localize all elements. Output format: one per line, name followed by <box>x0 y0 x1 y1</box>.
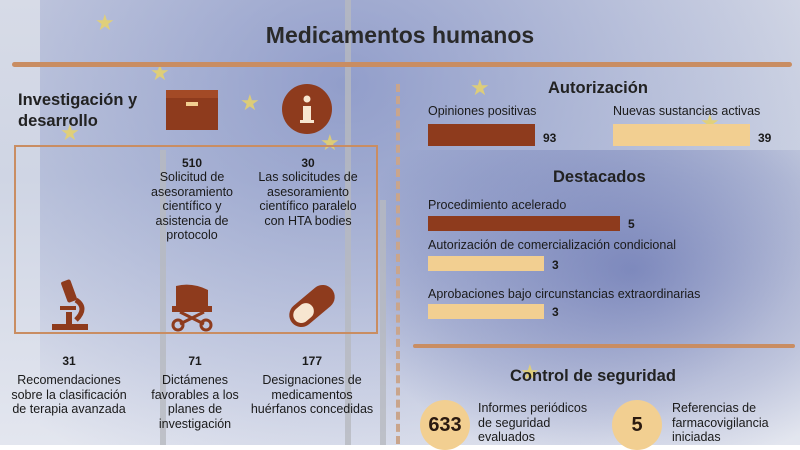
highlight-value: 3 <box>552 305 559 319</box>
positive-opinions-value: 93 <box>543 131 557 145</box>
referrals-count-circle: 5 <box>612 400 662 450</box>
highlight-label: Procedimiento acelerado <box>428 198 567 212</box>
stroller-icon <box>168 280 216 337</box>
highlight-bar <box>428 216 620 231</box>
stat-text: Designaciones de medicamentos huérfanos … <box>250 373 374 416</box>
highlights-heading: Destacados <box>553 168 646 186</box>
pill-icon <box>282 278 342 339</box>
stat-text: Recomendaciones sobre la clasificación d… <box>11 373 127 416</box>
stat-value: 71 <box>188 354 202 368</box>
highlight-bar <box>428 304 544 319</box>
stat-value: 510 <box>181 156 203 170</box>
new-substances-label: Nuevas sustancias activas <box>613 104 761 118</box>
microscope-icon <box>50 278 90 337</box>
psur-count-circle: 633 <box>420 400 470 450</box>
stat-value: 30 <box>301 156 315 170</box>
research-heading: Investigación y desarrollo <box>18 91 138 130</box>
highlight-value: 3 <box>552 258 559 272</box>
stat-text: Dictámenes favorables a los planes de in… <box>151 373 239 431</box>
highlight-bar <box>428 256 544 271</box>
page-title: Medicamentos humanos <box>265 22 535 48</box>
psur-text: Informes periódicos de seguridad evaluad… <box>478 401 588 444</box>
research-frame <box>14 145 378 334</box>
safety-heading: Control de seguridad <box>510 367 676 385</box>
new-substances-value: 39 <box>758 131 772 145</box>
stat-value: 31 <box>62 354 76 368</box>
highlight-value: 5 <box>628 217 635 231</box>
positive-opinions-label: Opiniones positivas <box>428 104 537 118</box>
stat-text: Solicitud de asesoramiento científico y … <box>151 170 233 242</box>
highlight-label: Autorización de comercialización condici… <box>428 238 677 252</box>
info-icon <box>282 84 332 134</box>
stat-text: Las solicitudes de asesoramiento científ… <box>258 170 358 228</box>
new-substances-bar <box>613 124 750 146</box>
highlight-label: Aprobaciones bajo circunstancias extraor… <box>428 287 701 301</box>
vertical-divider <box>396 84 400 444</box>
referrals-text: Referencias de farmacovigilancia iniciad… <box>672 401 769 444</box>
box-icon <box>164 86 220 137</box>
stat-value: 177 <box>301 354 323 368</box>
title-divider <box>12 62 792 67</box>
safety-divider <box>413 344 795 348</box>
authorization-heading: Autorización <box>548 79 648 97</box>
positive-opinions-bar <box>428 124 535 146</box>
